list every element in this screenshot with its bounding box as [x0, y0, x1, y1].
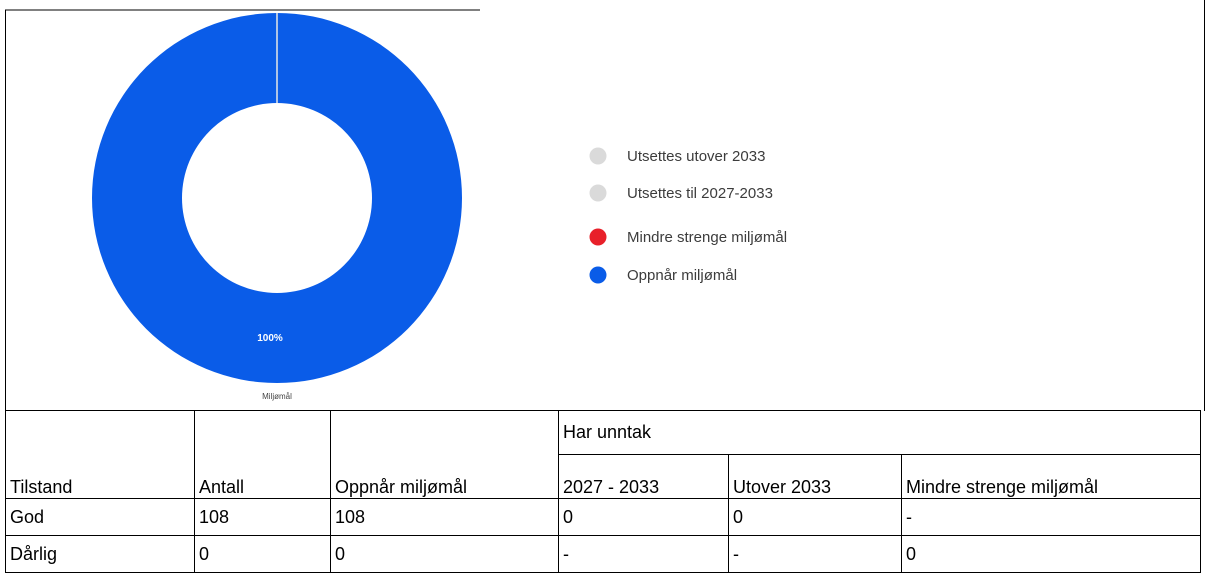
donut-segment [92, 13, 462, 383]
legend-swatch [589, 228, 607, 246]
cell: 108 [194, 498, 331, 536]
legend-swatch [589, 266, 607, 284]
header-cell: Tilstand [5, 410, 195, 499]
legend-label: Oppnår miljømål [627, 267, 737, 284]
cell: - [728, 535, 902, 573]
header-cell: Antall [194, 410, 331, 499]
data-label: 100% [257, 333, 283, 344]
subheader-cell: Utover 2033 [728, 454, 902, 499]
legend-label: Utsettes utover 2033 [627, 148, 765, 165]
cell: 108 [330, 498, 559, 536]
table-row: Dårlig 0 0 - - 0 [5, 535, 1201, 573]
summary-table: Tilstand Antall Oppnår miljømål Har unnt… [5, 410, 1201, 573]
cell: God [5, 498, 195, 536]
chart-title: Miljømål [262, 392, 292, 401]
cell: Dårlig [5, 535, 195, 573]
cell: 0 [728, 498, 902, 536]
cell: - [901, 498, 1201, 536]
legend-label: Utsettes til 2027-2033 [627, 185, 773, 202]
header-cell: Oppnår miljømål [330, 410, 559, 499]
table-row: God 108 108 0 0 - [5, 498, 1201, 536]
cell: 0 [901, 535, 1201, 573]
legend-label: Mindre strenge miljømål [627, 229, 787, 246]
legend-swatch [589, 184, 607, 202]
legend-swatch [589, 147, 607, 165]
subheader-cell: Mindre strenge miljømål [901, 454, 1201, 499]
cell: 0 [194, 535, 331, 573]
chart-area: Miljømål 100% Utsettes utover 2033 Utsette… [5, 0, 1205, 411]
cell: 0 [330, 535, 559, 573]
cell: - [558, 535, 729, 573]
cell: 0 [558, 498, 729, 536]
subheader-cell: 2027 - 2033 [558, 454, 729, 499]
header-cell: Har unntak [558, 410, 1201, 455]
